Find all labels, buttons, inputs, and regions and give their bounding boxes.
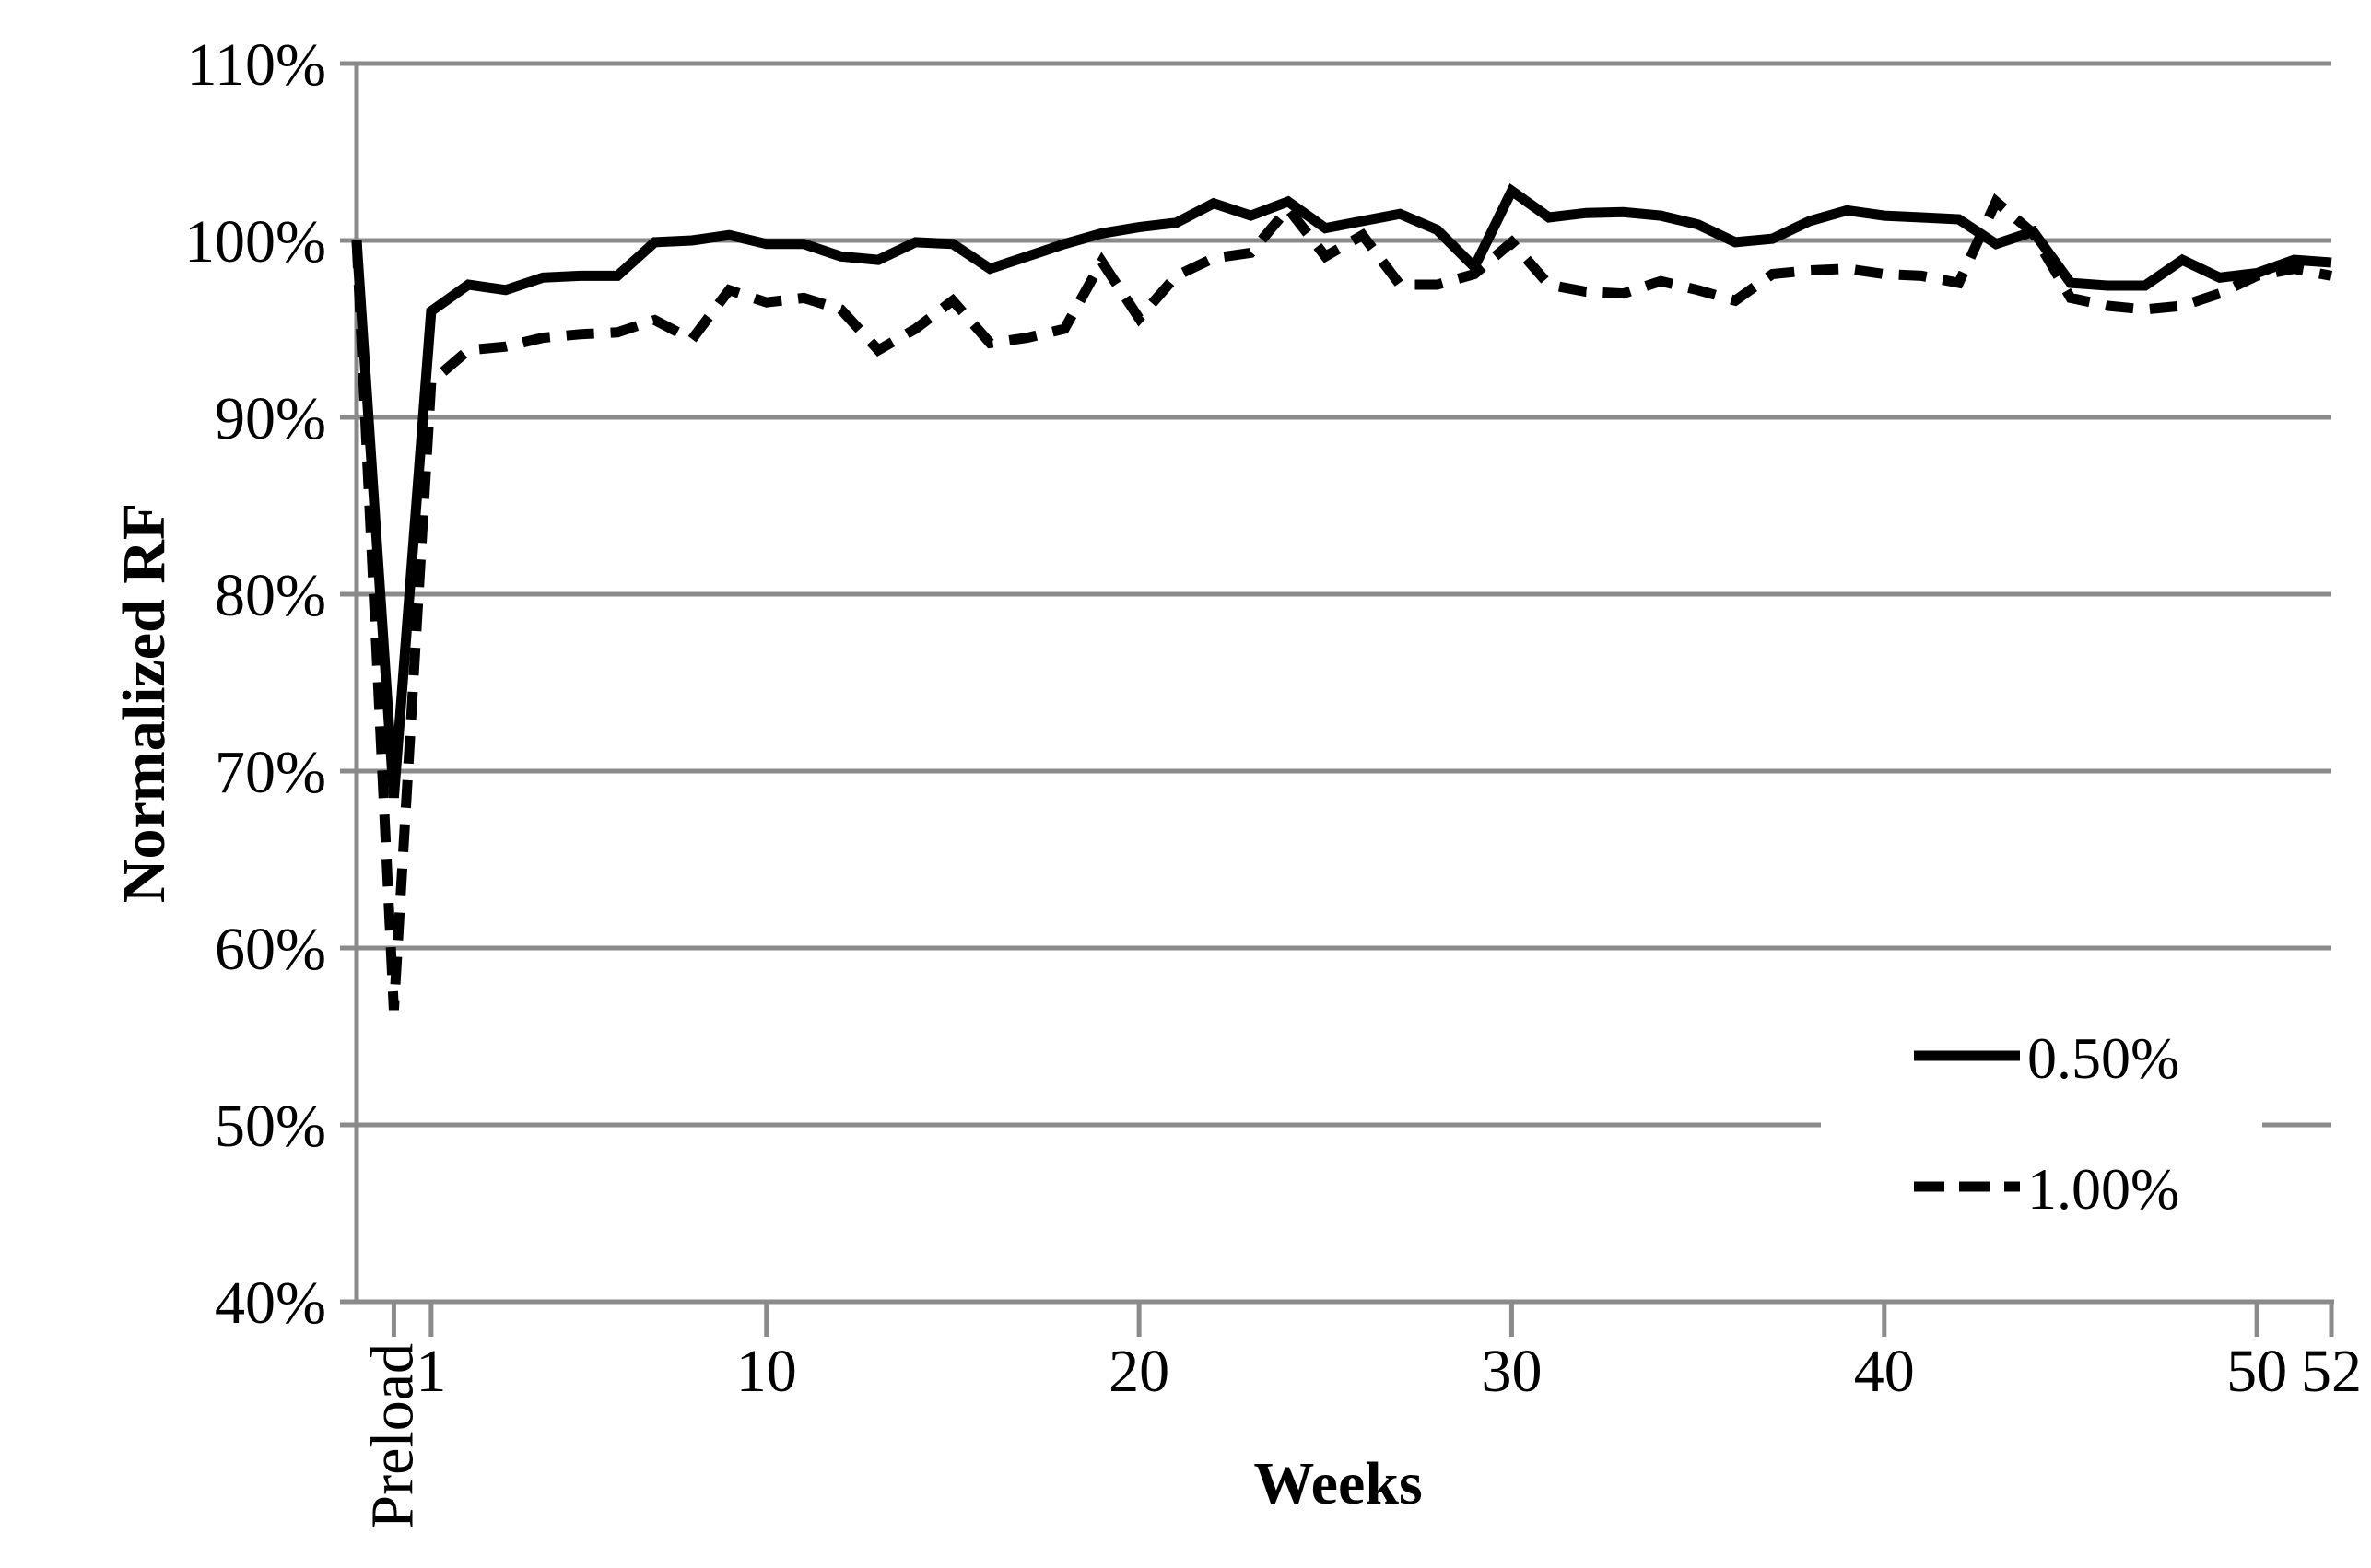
y-tick-label-100: 100% xyxy=(184,208,326,275)
y-tick-label-70: 70% xyxy=(215,739,326,806)
legend-label-1.00%: 1.00% xyxy=(2027,1156,2179,1222)
x-tick-label-40: 40 xyxy=(1854,1338,1915,1405)
x-tick-label-preload: Preload xyxy=(358,1343,426,1529)
x-tick-label-1: 1 xyxy=(416,1338,446,1405)
y-tick-label-50: 50% xyxy=(215,1093,326,1160)
x-tick-label-20: 20 xyxy=(1109,1338,1169,1405)
x-tick-label-30: 30 xyxy=(1481,1338,1542,1405)
y-tick-label-80: 80% xyxy=(215,562,326,629)
y-tick-label-90: 90% xyxy=(215,385,326,452)
y-tick-label-110: 110% xyxy=(186,31,326,99)
y-tick-label-60: 60% xyxy=(215,916,326,983)
y-axis-title: Normalized RF xyxy=(111,503,178,903)
x-tick-label-50: 50 xyxy=(2226,1338,2287,1405)
series-line-0.50% xyxy=(351,182,2332,799)
x-axis-title: Weeks xyxy=(1253,1450,1422,1517)
x-tick-label-10: 10 xyxy=(736,1338,797,1405)
y-tick-label-40: 40% xyxy=(215,1270,326,1337)
x-tick-label-52: 52 xyxy=(2301,1338,2362,1405)
legend-label-0.50%: 0.50% xyxy=(2027,1025,2179,1091)
series-line-1.00% xyxy=(351,193,2333,1011)
